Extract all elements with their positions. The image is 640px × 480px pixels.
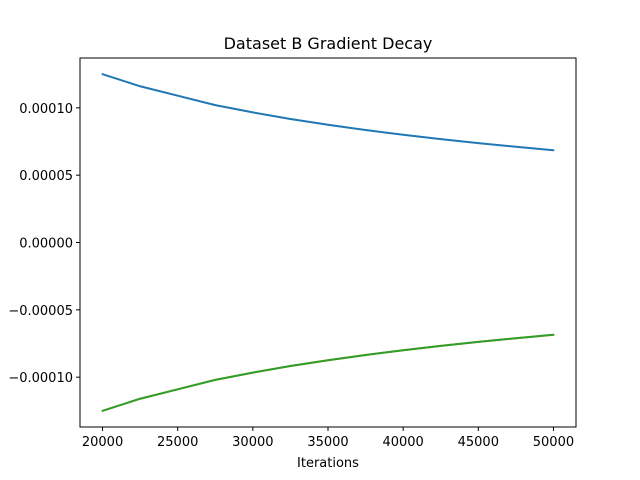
y-tick-label: 0.00010: [19, 102, 73, 117]
y-axis: 0.00010 0.00005 0.00000 −0.00005 −0.00010: [8, 102, 80, 386]
x-tick-label: 25000: [157, 435, 198, 450]
x-tick-label: 40000: [382, 435, 423, 450]
y-tick-label: 0.00000: [19, 237, 73, 252]
x-tick-label: 35000: [307, 435, 348, 450]
series-line-3: [101, 333, 555, 412]
y-tick-label: 0.00005: [19, 169, 73, 184]
plot-area: [101, 73, 555, 412]
x-tick-label: 45000: [458, 435, 499, 450]
y-tick-label: −0.00005: [8, 304, 73, 319]
x-tick-label: 20000: [82, 435, 123, 450]
series-line-1: [101, 73, 555, 152]
chart-title: Dataset B Gradient Decay: [224, 34, 433, 53]
x-axis-label: Iterations: [297, 456, 359, 471]
x-axis: 20000 25000 30000 35000 40000 45000 50000: [82, 427, 574, 450]
y-tick-label: −0.00010: [8, 371, 73, 386]
axes-frame: [79, 57, 577, 428]
x-tick-label: 30000: [232, 435, 273, 450]
x-tick-label: 50000: [533, 435, 574, 450]
